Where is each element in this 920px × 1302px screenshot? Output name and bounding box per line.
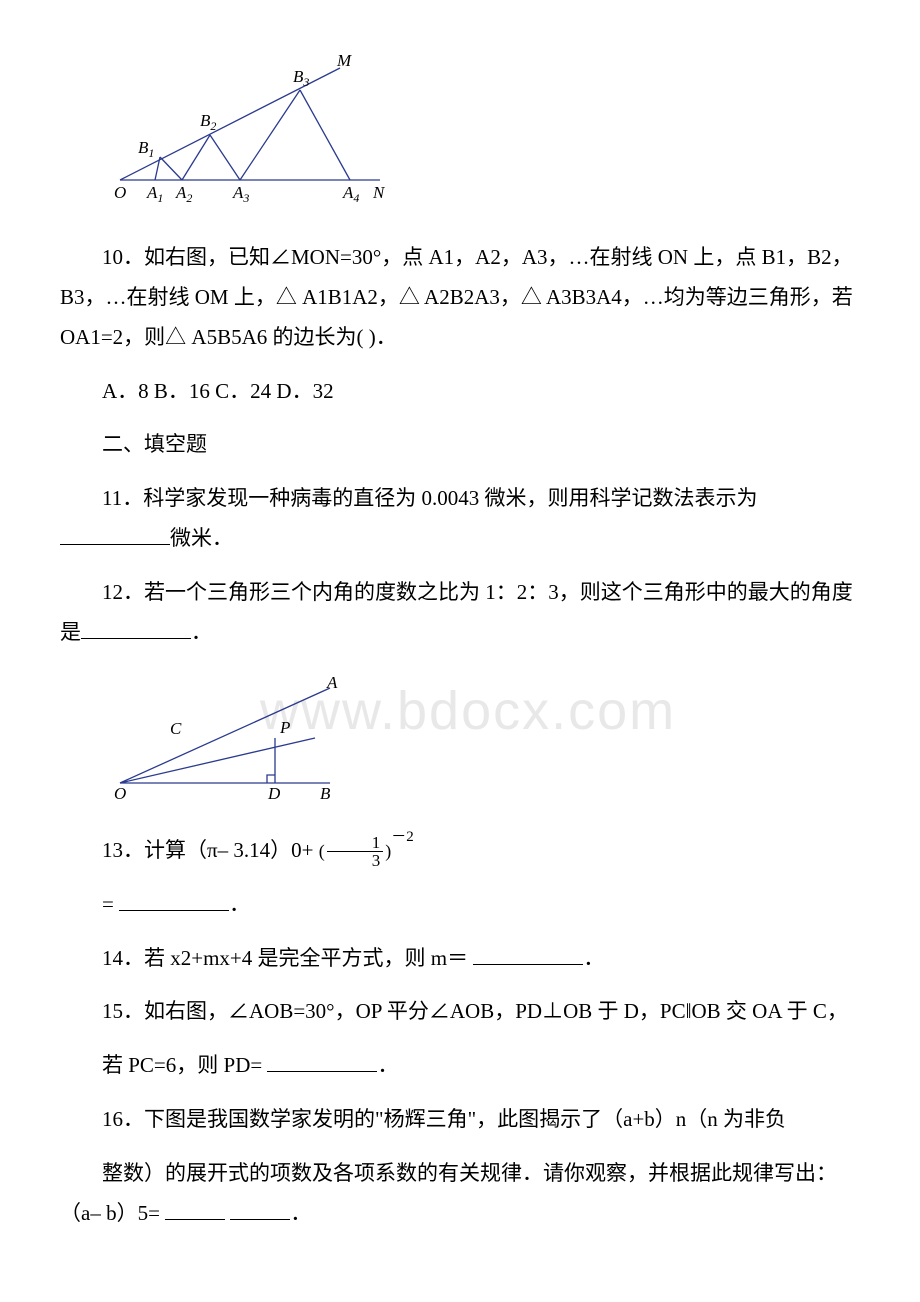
svg-text:A2: A2	[175, 183, 192, 205]
q15-blank	[267, 1051, 377, 1072]
q15-line2: 若 PC=6，则 PD= ．	[60, 1046, 860, 1086]
q14-blank	[473, 944, 583, 965]
label-D2: D	[267, 784, 281, 803]
q16-blank1	[165, 1199, 225, 1220]
q15-pre: 若 PC=6，则 PD=	[102, 1053, 267, 1077]
svg-text:A3: A3	[232, 183, 249, 205]
q15-post: ．	[377, 1053, 398, 1077]
q12-blank	[81, 618, 191, 639]
q13-line2: = ．	[60, 885, 860, 925]
label-A2: A	[326, 673, 338, 692]
q13-pre: 13．计算（π– 3.14）0+	[102, 838, 319, 862]
label-O2: O	[114, 784, 126, 803]
figure-q15: O A B C P D	[100, 673, 860, 817]
q13-line1: 13．计算（π– 3.14）0+ (13)－2	[60, 831, 860, 871]
q11-blank	[60, 524, 170, 545]
q12: 12．若一个三角形三个内角的度数之比为 1：2：3，则这个三角形中的最大的角度是…	[60, 573, 860, 653]
q10-choices: A．8 B．16 C．24 D．32	[60, 372, 860, 412]
q13-fraction: 13	[327, 834, 384, 869]
label-B2: B	[320, 784, 331, 803]
q16-post: ．	[290, 1201, 311, 1225]
q16-line2: 整数）的展开式的项数及各项系数的有关规律．请你观察，并根据此规律写出：（a– b…	[60, 1154, 860, 1234]
q14: 14．若 x2+mx+4 是完全平方式，则 m＝ ．	[60, 939, 860, 979]
q13-eq: =	[102, 892, 119, 916]
label-O: O	[114, 183, 126, 202]
q14-pre: 14．若 x2+mx+4 是完全平方式，则 m＝	[102, 946, 468, 970]
svg-text:A1: A1	[146, 183, 163, 205]
q15-line1: 15．如右图，∠AOB=30°，OP 平分∠AOB，PD⊥OB 于 D，PC‖O…	[60, 992, 860, 1032]
figure-q10: O M N A1 A2 A3 A4 B1 B2 B3	[100, 50, 860, 224]
label-P2: P	[279, 718, 290, 737]
q14-post: ．	[583, 946, 604, 970]
section-2-title: 二、填空题	[60, 425, 860, 465]
label-N: N	[372, 183, 386, 202]
svg-text:B2: B2	[200, 111, 216, 133]
q16-blank2	[230, 1199, 290, 1220]
q13-blank	[119, 890, 229, 911]
q13-exp: －2	[391, 829, 414, 845]
svg-text:B1: B1	[138, 138, 154, 160]
q11-post: 微米．	[170, 526, 233, 550]
q10-text: 10．如右图，已知∠MON=30°，点 A1，A2，A3，…在射线 ON 上，点…	[60, 238, 860, 358]
svg-text:B3: B3	[293, 67, 309, 89]
label-C2: C	[170, 719, 182, 738]
q11: 11．科学家发现一种病毒的直径为 0.0043 微米，则用科学记数法表示为微米．	[60, 479, 860, 559]
q11-pre: 11．科学家发现一种病毒的直径为 0.0043 微米，则用科学记数法表示为	[102, 486, 757, 510]
q16-line1: 16．下图是我国数学家发明的"杨辉三角"，此图揭示了（a+b）n（n 为非负	[60, 1100, 860, 1140]
q12-post: ．	[191, 620, 212, 644]
q13-post: ．	[229, 892, 250, 916]
label-M: M	[336, 51, 352, 70]
svg-text:A4: A4	[342, 183, 359, 205]
